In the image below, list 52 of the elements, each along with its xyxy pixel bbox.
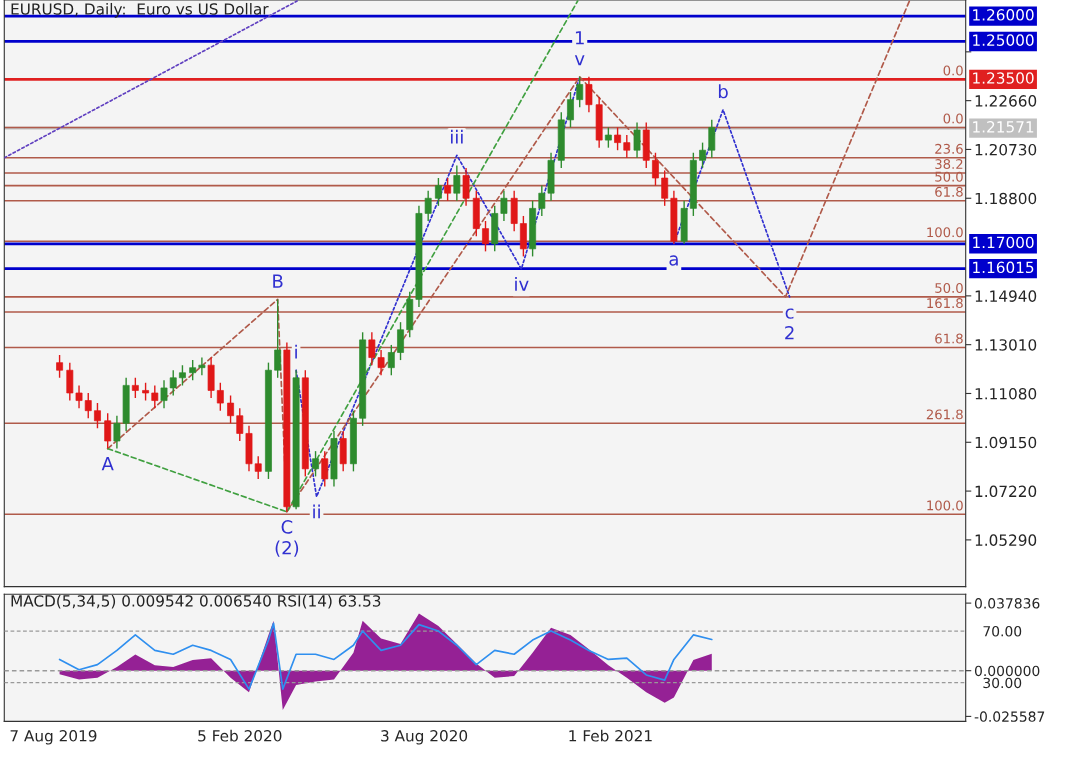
ref-line-label: 1.25000 — [973, 34, 1034, 46]
annotation: c — [785, 308, 794, 319]
annotation: a — [669, 255, 678, 266]
y-tick-label: 1.07220 — [975, 485, 1037, 498]
annotation: B — [273, 274, 283, 288]
ref-line-label: 1.23500 — [973, 72, 1034, 84]
x-tick-label: 1 Feb 2021 — [569, 729, 652, 742]
y-tick-label: 1.09150 — [975, 436, 1037, 449]
annotation: 261.8 — [926, 409, 963, 420]
annotation: 50.0 — [935, 282, 963, 293]
y2-tick-label: 70.00 — [983, 626, 1022, 637]
annotation: C — [281, 520, 293, 534]
y-tick-label: 1.14940 — [975, 290, 1037, 302]
y-tick-label: 1.05290 — [975, 534, 1037, 546]
x-tick-label: 3 Aug 2020 — [381, 730, 468, 745]
chart-title: MACD(5,34,5) 0.009542 0.006540 RSI(14) 63.53 — [11, 594, 381, 609]
ref-line-label: 1.26000 — [973, 9, 1034, 21]
annotation: 0.0 — [943, 65, 963, 76]
ref-line-label: 1.21571 — [973, 121, 1034, 133]
y-tick-label: 1.20730 — [975, 143, 1037, 156]
annotation: 50.0 — [935, 171, 963, 182]
y-tick-label: 1.13010 — [975, 339, 1037, 351]
annotation: A — [101, 457, 114, 471]
y-tick-label: 1.18800 — [975, 192, 1037, 205]
x-tick-label: 5 Feb 2020 — [198, 729, 282, 742]
annotation: i — [295, 344, 297, 359]
x-tick-label: 7 Aug 2019 — [10, 730, 97, 745]
y-tick-label: 0.000000 — [974, 665, 1040, 677]
annotation: 100.0 — [927, 227, 963, 238]
y2-tick-label: 30.00 — [983, 677, 1022, 689]
annotation: iii — [451, 129, 463, 144]
chart-title: EURUSD, Daily: Euro vs US Dollar — [11, 2, 269, 18]
annotation: 0.0 — [943, 113, 963, 124]
annotation: 38.2 — [935, 159, 963, 170]
y-tick-label: 0.037836 — [974, 598, 1040, 609]
y-tick-label: 1.11080 — [975, 387, 1037, 400]
ref-line-label: 1.16015 — [973, 261, 1034, 274]
annotation: 23.6 — [935, 143, 963, 154]
annotation: 2 — [785, 325, 794, 340]
y-tick-label: 1.22660 — [975, 95, 1037, 107]
annotation: ii — [313, 504, 320, 519]
annotation: b — [718, 84, 728, 99]
annotation: iv — [515, 276, 529, 291]
annotation: 100.0 — [927, 500, 963, 511]
annotation: (2) — [275, 540, 299, 557]
annotation: v — [574, 55, 585, 66]
y-tick-label: -0.025587 — [974, 711, 1045, 722]
annotation: 1 — [575, 31, 584, 45]
annotation: 61.8 — [935, 333, 963, 344]
ref-line-label: 1.17000 — [973, 236, 1034, 249]
annotation: 61.8 — [935, 186, 963, 197]
annotation: 161.8 — [927, 298, 963, 309]
